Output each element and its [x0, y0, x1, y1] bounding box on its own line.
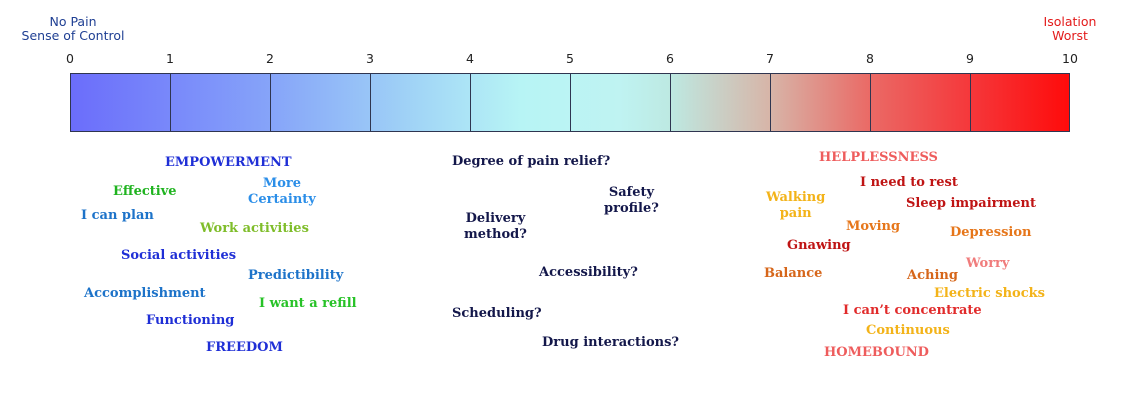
tick-label-9: 9	[966, 51, 974, 66]
more-certainty-term: More Certainty	[248, 176, 316, 208]
accessibility-question: Accessibility?	[539, 265, 638, 280]
aching-term: Aching	[907, 268, 958, 283]
functioning-term: Functioning	[146, 313, 235, 328]
tick-label-6: 6	[666, 51, 674, 66]
empowerment-term: EMPOWERMENT	[165, 155, 292, 170]
scale-divider	[770, 74, 771, 131]
gnawing-term: Gnawing	[787, 238, 851, 253]
tick-label-5: 5	[566, 51, 574, 66]
continuous-term: Continuous	[866, 323, 950, 338]
sleep-impairment-term: Sleep impairment	[906, 196, 1036, 211]
scale-divider	[470, 74, 471, 131]
i-need-to-rest-term: I need to rest	[860, 175, 958, 190]
tick-label-1: 1	[166, 51, 174, 66]
freedom-term: FREEDOM	[206, 340, 283, 355]
scheduling-question: Scheduling?	[452, 306, 542, 321]
scale-divider	[270, 74, 271, 131]
work-activities-term: Work activities	[200, 221, 309, 236]
isolation-text: Isolation	[1043, 14, 1097, 29]
more-text: More	[262, 176, 302, 191]
tick-label-2: 2	[266, 51, 274, 66]
tick-label-10: 10	[1062, 51, 1078, 66]
tick-label-8: 8	[866, 51, 874, 66]
social-activities-term: Social activities	[121, 248, 237, 263]
scale-divider	[970, 74, 971, 131]
tick-label-7: 7	[766, 51, 774, 66]
depression-term: Depression	[950, 225, 1032, 240]
scale-divider	[670, 74, 671, 131]
accomplishment-term: Accomplishment	[84, 286, 206, 301]
pain-text: pain	[779, 206, 812, 221]
helplessness-term: HELPLESSNESS	[819, 150, 938, 165]
scale-divider	[870, 74, 871, 131]
homebound-term: HOMEBOUND	[824, 345, 929, 360]
walking-pain-term: Walking pain	[766, 190, 825, 222]
sense-of-control-text: Sense of Control	[21, 28, 125, 43]
no-pain-text: No Pain	[49, 14, 97, 29]
scale-divider	[170, 74, 171, 131]
i-cant-concentrate-term: I can’t concentrate	[843, 303, 982, 318]
safety-profile-question: Safety profile?	[604, 185, 659, 217]
scale-divider	[370, 74, 371, 131]
delivery-text: Delivery	[465, 211, 526, 226]
worst-label: Isolation Worst	[1030, 15, 1110, 43]
safety-text: Safety	[608, 185, 655, 200]
electric-shocks-term: Electric shocks	[934, 286, 1045, 301]
tick-label-3: 3	[366, 51, 374, 66]
tick-label-0: 0	[66, 51, 74, 66]
drug-interactions-question: Drug interactions?	[542, 335, 680, 350]
method-text: method?	[464, 227, 527, 242]
degree-of-pain-relief-question: Degree of pain relief?	[452, 154, 611, 169]
predictibility-term: Predictibility	[248, 268, 344, 283]
moving-term: Moving	[846, 219, 901, 234]
balance-term: Balance	[764, 266, 823, 281]
pain-scale-bar	[70, 73, 1070, 132]
effective-term: Effective	[113, 184, 177, 199]
worst-text: Worst	[1052, 28, 1088, 43]
worry-term: Worry	[966, 256, 1010, 271]
i-can-plan-term: I can plan	[81, 208, 154, 223]
tick-label-4: 4	[466, 51, 474, 66]
i-want-a-refill-term: I want a refill	[259, 296, 357, 311]
no-pain-label: No Pain Sense of Control	[8, 15, 138, 43]
walking-text: Walking	[766, 190, 826, 205]
delivery-method-question: Delivery method?	[464, 211, 527, 243]
scale-divider	[570, 74, 571, 131]
profile-text: profile?	[604, 201, 659, 216]
certainty-text: Certainty	[248, 192, 316, 207]
